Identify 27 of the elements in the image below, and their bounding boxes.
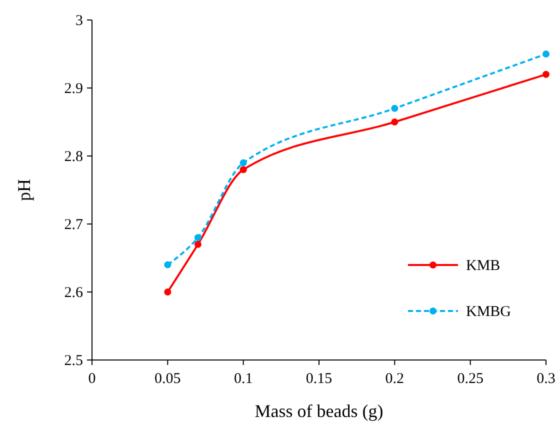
x-tick-label: 0.05 (154, 371, 181, 387)
point (164, 288, 172, 296)
y-tick-label: 3 (76, 13, 83, 29)
point (391, 118, 398, 126)
x-tick-label: 0.2 (385, 371, 404, 387)
y-tick-label: 2.9 (64, 81, 83, 97)
y-tick-label: 2.6 (64, 285, 84, 301)
legend-label: KMB (466, 258, 500, 274)
point (194, 234, 202, 242)
point (240, 166, 247, 174)
point (391, 104, 398, 112)
legend-label: KMBG (466, 304, 512, 320)
x-tick-label: 0.3 (536, 371, 556, 387)
x-tick-label: 0.25 (457, 371, 484, 387)
x-tick-label: 0.1 (234, 371, 253, 387)
point (542, 70, 550, 78)
y-tick-label: 2.5 (64, 353, 83, 369)
point (164, 261, 172, 268)
y-tick-label: 2.8 (64, 149, 83, 165)
x-tick-label: 0.15 (306, 371, 332, 387)
point (194, 240, 202, 248)
x-tick-label: 0 (88, 371, 96, 387)
y-axis-title: pH (14, 179, 34, 201)
y-tick-label: 2.7 (64, 217, 84, 233)
point (240, 159, 247, 166)
point (542, 50, 550, 58)
x-axis-title: Mass of beads (g) (254, 401, 384, 421)
